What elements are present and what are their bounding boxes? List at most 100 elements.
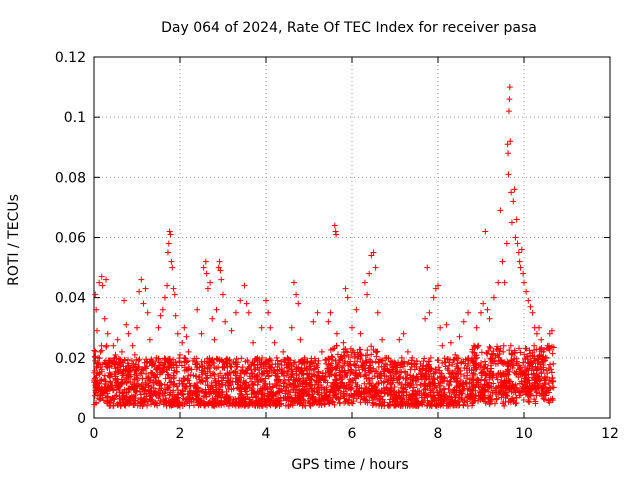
data-point-cloud	[357, 346, 364, 353]
data-point-cloud	[112, 377, 119, 384]
data-point-cloud	[257, 395, 264, 402]
y-tick-label: 0	[77, 411, 86, 427]
data-point-cloud	[378, 388, 385, 395]
data-point-cloud	[290, 381, 297, 388]
data-point	[220, 291, 226, 298]
data-point-cloud	[330, 346, 337, 353]
data-point-cloud	[143, 370, 150, 377]
data-point-cloud	[491, 357, 498, 364]
data-point	[413, 363, 420, 370]
data-point-cloud	[134, 402, 141, 409]
data-point	[518, 246, 525, 253]
data-point-cloud	[482, 361, 489, 368]
data-point-cloud	[278, 365, 285, 372]
data-point	[499, 258, 506, 265]
data-point-cloud	[436, 382, 443, 389]
data-point-cloud	[251, 366, 258, 373]
data-point	[435, 282, 441, 289]
data-point-cloud	[293, 372, 300, 379]
data-point	[155, 324, 162, 331]
data-point-cloud	[432, 366, 439, 373]
data-point	[129, 342, 136, 349]
data-point-cloud	[135, 366, 142, 373]
data-point-cloud	[454, 365, 461, 372]
data-point	[189, 357, 196, 364]
data-point-cloud	[391, 383, 398, 390]
data-point-cloud	[203, 374, 210, 381]
data-point	[116, 360, 123, 367]
data-point-cloud	[355, 373, 362, 380]
data-point-cloud	[470, 392, 477, 399]
data-point-cloud	[298, 364, 305, 371]
data-point-cloud	[500, 400, 507, 407]
data-point-cloud	[475, 392, 482, 399]
data-point	[263, 297, 269, 304]
data-point	[284, 354, 291, 361]
data-point-cloud	[531, 396, 538, 403]
data-point-cloud	[534, 383, 541, 390]
data-point-cloud	[430, 394, 437, 401]
data-point-cloud	[473, 361, 480, 368]
data-point	[99, 282, 106, 289]
data-point-cloud	[527, 358, 534, 365]
data-point-cloud	[348, 399, 355, 406]
data-point-cloud	[206, 390, 213, 397]
data-point-cloud	[315, 369, 322, 376]
data-point	[480, 300, 487, 307]
data-point-cloud	[402, 386, 409, 393]
data-point	[404, 348, 411, 355]
data-point-cloud	[315, 389, 322, 396]
data-point-cloud	[311, 355, 318, 362]
data-point	[383, 354, 390, 361]
data-point	[484, 306, 491, 313]
data-point-cloud	[332, 394, 339, 401]
data-point-cloud	[373, 387, 380, 394]
data-point	[164, 282, 171, 289]
data-point	[170, 285, 177, 292]
data-point-cloud	[184, 367, 191, 374]
data-point-cloud	[473, 377, 480, 384]
data-point-cloud	[497, 387, 504, 394]
data-point-cloud	[421, 386, 428, 393]
data-point-cloud	[491, 400, 498, 407]
data-point	[168, 258, 175, 265]
data-point	[91, 378, 98, 385]
data-point-cloud	[495, 360, 502, 367]
data-point	[538, 336, 545, 343]
data-point-cloud	[121, 386, 128, 393]
data-point-cloud	[142, 384, 149, 391]
data-point	[469, 348, 476, 355]
data-point-cloud	[228, 386, 235, 393]
data-point-cloud	[345, 354, 352, 361]
data-point-cloud	[95, 354, 102, 361]
data-point-cloud	[149, 396, 156, 403]
data-point-cloud	[472, 397, 479, 404]
data-point-cloud	[447, 371, 454, 378]
data-point-cloud	[319, 395, 326, 402]
data-point	[325, 318, 332, 325]
data-point-cloud	[270, 395, 277, 402]
data-point-cloud	[421, 355, 428, 362]
data-point	[211, 336, 218, 343]
data-point-cloud	[225, 394, 232, 401]
data-point-cloud	[477, 363, 484, 370]
data-point-cloud	[302, 377, 309, 384]
data-point	[357, 330, 364, 337]
data-point-cloud	[531, 383, 538, 390]
data-point-cloud	[487, 396, 494, 403]
data-point-cloud	[535, 385, 542, 392]
data-point-cloud	[452, 397, 459, 404]
data-point-cloud	[310, 366, 317, 373]
data-point-cloud	[414, 399, 421, 406]
data-point-cloud	[324, 365, 331, 372]
data-point-cloud	[242, 398, 249, 405]
data-point-cloud	[262, 382, 269, 389]
data-point	[417, 369, 424, 376]
data-point-cloud	[118, 402, 125, 409]
data-point-cloud	[91, 369, 98, 376]
data-point-cloud	[435, 392, 442, 399]
data-point	[136, 288, 143, 295]
axis-ticks: 0 2 4 6 8 10 12 0 0.02 0.04 0.06 0.08 0.1 0.12	[55, 50, 619, 442]
data-point-cloud	[107, 371, 114, 378]
data-point-cloud	[246, 373, 253, 380]
